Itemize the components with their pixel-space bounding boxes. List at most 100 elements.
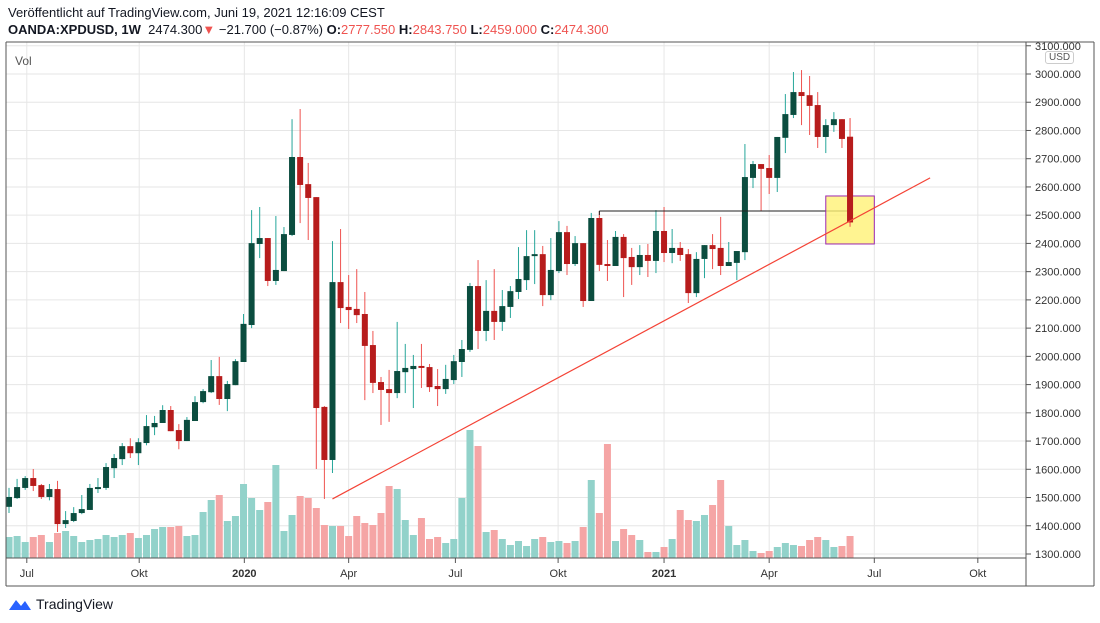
- tradingview-logo-icon: [9, 600, 31, 610]
- candle-body: [434, 386, 441, 390]
- volume-bar: [13, 536, 21, 558]
- candle-body: [54, 489, 61, 525]
- y-tick-label: 3000.000: [1035, 69, 1081, 81]
- x-tick-label: 2021: [652, 568, 676, 580]
- candle-body: [305, 184, 312, 198]
- candle-body: [499, 306, 506, 322]
- x-tick-label: 2020: [232, 568, 256, 580]
- candle-body: [701, 245, 708, 259]
- candle-body: [192, 402, 199, 422]
- tradingview-logo[interactable]: TradingView: [8, 596, 113, 612]
- candle-body: [750, 164, 757, 178]
- volume-bar: [70, 536, 78, 558]
- volume-bar: [798, 546, 806, 558]
- volume-bar: [191, 535, 199, 558]
- candle-body: [103, 467, 110, 488]
- volume-bar: [709, 505, 717, 558]
- candle-body: [14, 487, 21, 499]
- volume-bar: [434, 537, 442, 558]
- chart-background: [6, 42, 1094, 586]
- y-tick-label: 2700.000: [1035, 154, 1081, 166]
- volume-bar: [256, 510, 264, 558]
- x-tick-label: Jul: [20, 568, 34, 580]
- volume-bar: [595, 513, 603, 558]
- candle-body: [297, 157, 304, 185]
- candle-body: [685, 254, 692, 294]
- candle-body: [232, 361, 239, 386]
- volume-bar: [426, 539, 434, 558]
- volume-bar: [846, 536, 854, 558]
- trendline: [332, 177, 931, 500]
- candle-body: [628, 256, 635, 268]
- candle-body: [410, 365, 417, 370]
- volume-bar: [717, 480, 725, 558]
- volume-bar: [175, 526, 183, 558]
- candle-body: [669, 247, 676, 254]
- volume-bar: [660, 547, 668, 558]
- volume-bar: [733, 545, 741, 558]
- logo-text: TradingView: [36, 596, 114, 612]
- close-value: 2474.300: [554, 22, 609, 37]
- candle-body: [717, 247, 724, 266]
- candle-body: [588, 218, 595, 302]
- volume-bar: [401, 520, 409, 558]
- volume-bar: [296, 496, 304, 558]
- close-label: C:: [540, 22, 555, 37]
- published-info: Veröffentlicht auf TradingView.com, Juni…: [8, 5, 385, 20]
- volume-bar: [385, 486, 393, 558]
- volume-bar: [822, 540, 830, 558]
- candle-body: [523, 256, 530, 281]
- volume-bar: [353, 516, 361, 558]
- candle-body: [6, 496, 12, 507]
- volume-bar: [458, 498, 466, 558]
- candle-body: [580, 243, 587, 302]
- volume-bar: [523, 546, 531, 558]
- volume-bar: [652, 552, 660, 558]
- candle-body: [798, 92, 805, 97]
- volume-bar: [54, 533, 62, 558]
- volume-bar: [773, 547, 781, 558]
- volume-bar: [199, 512, 207, 558]
- volume-bar: [838, 546, 846, 558]
- volume-bar: [612, 541, 620, 558]
- candle-body: [289, 157, 296, 235]
- candle-body: [572, 243, 579, 265]
- x-tick-label: Okt: [550, 568, 567, 580]
- y-tick-label: 1300.000: [1035, 549, 1081, 561]
- candle-body: [62, 520, 69, 525]
- volume-bar: [555, 541, 563, 558]
- candle-body: [208, 376, 215, 393]
- candle-body: [661, 230, 668, 254]
- volume-bar: [417, 518, 425, 558]
- candle-body: [38, 485, 45, 497]
- volume-indicator-label[interactable]: Vol: [15, 54, 32, 68]
- candle-body: [167, 410, 174, 432]
- currency-badge: USD: [1045, 51, 1075, 64]
- candle-body: [491, 310, 498, 322]
- volume-bar: [531, 539, 539, 558]
- candle-body: [345, 306, 352, 311]
- candle-body: [822, 125, 829, 137]
- candle-body: [814, 105, 821, 137]
- volume-bar: [223, 521, 231, 558]
- volume-bar: [280, 531, 288, 558]
- candle-body: [135, 442, 142, 454]
- candle-body: [70, 513, 77, 521]
- x-tick-label: Okt: [131, 568, 148, 580]
- candle-body: [596, 218, 603, 265]
- candle-body: [555, 232, 562, 272]
- volume-bar: [21, 542, 29, 558]
- volume-bar: [231, 516, 239, 558]
- candle-body: [539, 254, 546, 296]
- symbol-name[interactable]: OANDA:XPDUSD, 1W: [8, 22, 141, 37]
- candle-body: [216, 376, 223, 399]
- candle-body: [766, 168, 773, 178]
- candle-body: [733, 251, 740, 263]
- volume-bar: [361, 523, 369, 558]
- candle-body: [636, 254, 643, 268]
- volume-bar: [692, 521, 700, 558]
- volume-bar: [636, 540, 644, 558]
- volume-bar: [409, 535, 417, 558]
- x-tick-label: Jul: [448, 568, 462, 580]
